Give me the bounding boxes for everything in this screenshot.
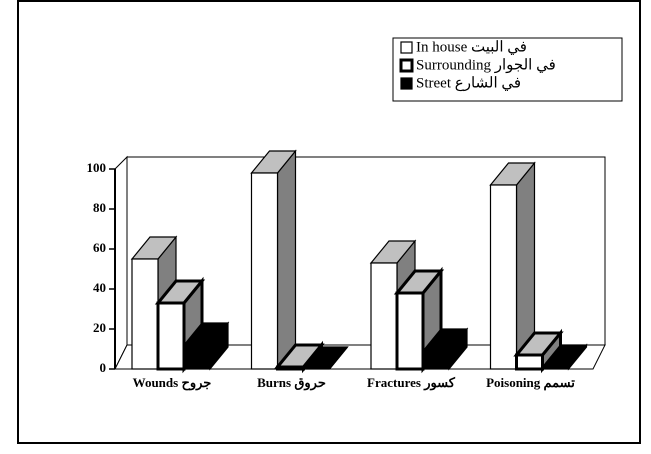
bar-front	[395, 291, 425, 371]
y-tick-label: 0	[100, 360, 107, 375]
bar-front	[250, 172, 279, 370]
bar-front	[276, 365, 305, 371]
bar-top	[302, 346, 349, 370]
y-tick-label: 20	[93, 320, 106, 335]
y-tick-label: 60	[93, 240, 106, 255]
y-tick-label: 100	[87, 160, 107, 175]
legend-label: Street في الشارع	[416, 75, 521, 91]
legend-swatch	[400, 41, 413, 54]
bar-front	[370, 262, 398, 370]
x-tick-label: Burns حروق	[257, 375, 326, 391]
x-tick-label: Poisoning تسمم	[486, 375, 575, 391]
bar-front	[156, 301, 186, 371]
y-tick-label: 80	[93, 200, 106, 215]
bar	[302, 346, 349, 370]
bar	[541, 343, 588, 371]
bar	[182, 321, 230, 371]
bar-side	[276, 149, 297, 371]
legend	[392, 37, 623, 102]
bar-front	[489, 184, 518, 370]
x-tick-label: Fractures كسور	[367, 375, 456, 391]
bar	[489, 161, 536, 371]
side-wall	[114, 155, 128, 370]
bar-front	[131, 258, 159, 370]
legend-swatch	[400, 77, 413, 90]
bar-front	[183, 344, 211, 370]
y-tick-label: 40	[93, 280, 106, 295]
bar-front	[515, 353, 544, 371]
legend-label: Surrounding في الجوار	[416, 57, 556, 73]
legend-swatch	[399, 58, 414, 73]
legend-label: In house في البيت	[416, 39, 527, 55]
x-tick-label: Wounds جروح	[133, 375, 212, 391]
bar-front	[422, 350, 450, 370]
bar	[421, 327, 469, 371]
bar-front	[541, 366, 570, 370]
bar	[250, 149, 297, 371]
